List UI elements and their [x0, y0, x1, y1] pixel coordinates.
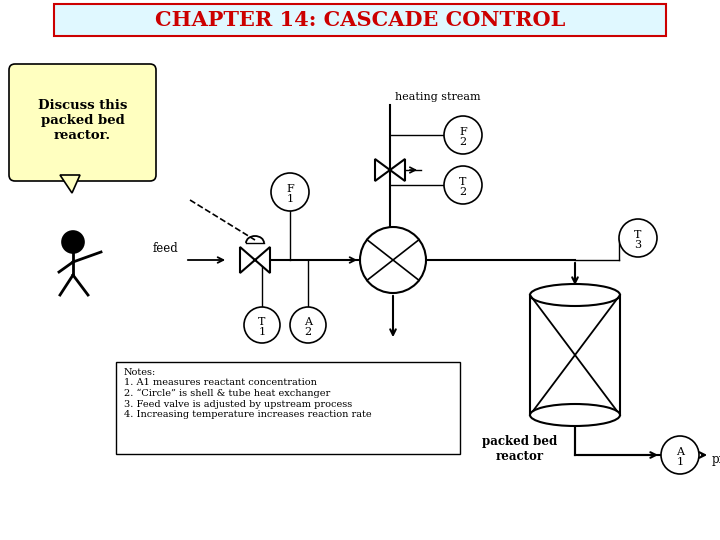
FancyBboxPatch shape: [54, 4, 666, 36]
Text: 2: 2: [459, 187, 467, 197]
Circle shape: [360, 227, 426, 293]
Text: 3: 3: [634, 240, 642, 250]
FancyBboxPatch shape: [116, 362, 460, 454]
Text: A: A: [304, 317, 312, 327]
Text: Discuss this
packed bed
reactor.: Discuss this packed bed reactor.: [38, 99, 127, 142]
Text: 2: 2: [305, 327, 312, 337]
Circle shape: [619, 219, 657, 257]
Text: heating stream: heating stream: [395, 92, 481, 102]
Polygon shape: [60, 175, 80, 193]
Text: F: F: [286, 184, 294, 194]
Polygon shape: [240, 247, 270, 273]
Circle shape: [444, 166, 482, 204]
Text: product: product: [712, 453, 720, 466]
Text: T: T: [459, 177, 467, 187]
FancyBboxPatch shape: [9, 64, 156, 181]
Text: A: A: [676, 447, 684, 457]
Circle shape: [271, 173, 309, 211]
Text: 1: 1: [287, 194, 294, 204]
Text: 2: 2: [459, 137, 467, 147]
Text: T: T: [634, 230, 642, 240]
Text: 1: 1: [676, 457, 683, 467]
Text: T: T: [258, 317, 266, 327]
Ellipse shape: [530, 284, 620, 306]
Circle shape: [444, 116, 482, 154]
Circle shape: [62, 231, 84, 253]
Text: F: F: [459, 127, 467, 137]
Circle shape: [661, 436, 699, 474]
Ellipse shape: [530, 404, 620, 426]
Polygon shape: [530, 295, 620, 415]
Text: 1: 1: [258, 327, 266, 337]
Circle shape: [244, 307, 280, 343]
Text: feed: feed: [152, 242, 178, 255]
Polygon shape: [375, 159, 405, 181]
Circle shape: [290, 307, 326, 343]
Text: packed bed
reactor: packed bed reactor: [482, 435, 557, 463]
Text: Notes:
1. A1 measures reactant concentration
2. “Circle” is shell & tube heat ex: Notes: 1. A1 measures reactant concentra…: [124, 368, 372, 419]
Text: CHAPTER 14: CASCADE CONTROL: CHAPTER 14: CASCADE CONTROL: [155, 10, 565, 30]
